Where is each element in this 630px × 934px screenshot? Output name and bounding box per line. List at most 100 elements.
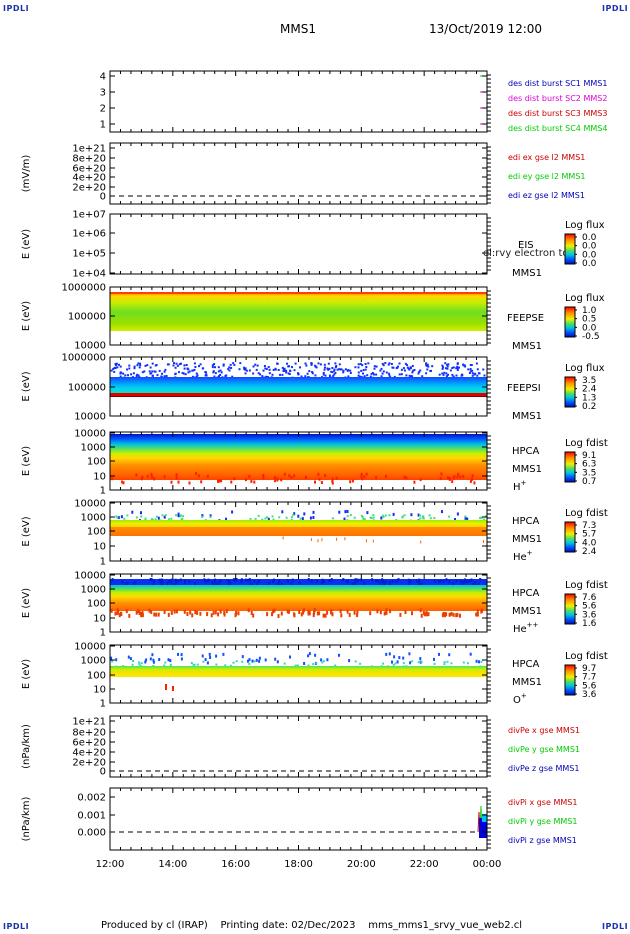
burst-legend-item: des dist burst SC3 MMS3 (508, 109, 607, 118)
colorbar-tick-label: 4.0 (582, 538, 597, 548)
colorbar-tick-label: 0.7 (582, 477, 596, 487)
burst-x-ticks (109, 71, 488, 132)
species-label: He+ (513, 549, 533, 563)
divpi-frame (109, 787, 488, 851)
y-tick-label: 0.000 (77, 828, 106, 839)
species-charge: + (521, 692, 527, 700)
y-tick-label: 4 (100, 72, 106, 83)
y-tick-label: 10 (93, 685, 106, 696)
x-tick-label: 14:00 (158, 859, 187, 870)
colorbar-tick-label: 1.0 (582, 306, 597, 316)
colorbar (564, 306, 576, 338)
footer-printing-date: Printing date: 02/Dec/2023 (220, 920, 356, 931)
y-tick-label: 8e+20 (72, 728, 106, 739)
colorbar-tick-label: 5.6 (582, 602, 597, 612)
colorbar-title: Log fdist (565, 580, 608, 591)
y-tick-label: 1000 (81, 513, 106, 524)
eis-x-ticks (109, 214, 488, 274)
divpi-legend-item: divPi y gse MMS1 (508, 817, 577, 826)
divpe-ylabel: (nPa/km) (21, 724, 32, 769)
y-tick-label: 0 (100, 192, 106, 203)
x-tick-label: 20:00 (347, 859, 376, 870)
x-tick-label: 22:00 (410, 859, 439, 870)
instrument-label: HPCA (512, 446, 540, 457)
y-tick-label: 2 (100, 104, 106, 115)
colorbar-tick-label: -0.5 (582, 332, 600, 342)
y-tick-label: 1000 (81, 443, 106, 454)
panel-hpca_he: 10000 1000 100 10 1 E (eV) HPCA MMS1 He+ Log fdis… (21, 499, 608, 568)
species-charge: + (521, 479, 527, 487)
colorbar-tick-label: 0.0 (582, 259, 597, 269)
y-tick-label: 0.002 (77, 793, 106, 804)
colorbar-tick-label: 0.2 (582, 402, 596, 412)
feepse-x-ticks (109, 287, 488, 345)
hpca-hepp-blue-speckles (111, 578, 482, 586)
edi-frame (109, 142, 488, 205)
colorbar-tick-label: 7.7 (582, 673, 596, 683)
colorbar-title: Log flux (565, 363, 605, 374)
datetime-title: 13/Oct/2019 12:00 (429, 22, 543, 36)
hpca-he-yellow-band (110, 520, 487, 527)
instrument-label: FEEPSI (507, 383, 541, 394)
y-tick-label: 1e+07 (72, 210, 106, 221)
colorbar-tick-label: 3.5 (582, 376, 596, 386)
spacecraft-label: MMS1 (512, 464, 542, 475)
y-tick-label: 100 (87, 527, 106, 538)
hpca_hepp-ylabel: E (eV) (21, 588, 32, 618)
spacecraft-label: MMS1 (512, 341, 542, 352)
y-tick-label: 100000 (68, 383, 106, 394)
panel-feepsi: 1000000 100000 10000 E (eV) FEEPSI MMS1 Log fl… (21, 353, 605, 423)
corner-label-bottom-left: IPDLI (3, 922, 30, 931)
edi-ylabel: (mV/m) (21, 155, 32, 193)
y-tick-label: 3 (100, 88, 106, 99)
burst-legend-item: des dist burst SC4 MMS4 (508, 124, 607, 133)
y-tick-label: 6e+20 (72, 738, 106, 749)
colorbar-tick-label: 9.7 (582, 664, 596, 674)
colorbar (564, 521, 576, 553)
y-tick-label: 10000 (74, 412, 106, 423)
panel-hpca_hepp: 10000 1000 100 10 1 E (eV) HPCA MMS1 He++ Log fdi… (21, 571, 608, 639)
panel-burst: 4 3 2 1 des dist burst SC1 MMS1 des dist burs… (100, 70, 607, 133)
y-tick-label: 10000 (74, 642, 106, 653)
feepse-speckles (113, 296, 486, 301)
colorbar-tick-label: 0.0 (582, 233, 597, 243)
y-tick-label: 4e+20 (72, 173, 106, 184)
colorbar-tick-label: 0.5 (582, 315, 596, 325)
y-tick-label: 10000 (74, 571, 106, 582)
y-tick-label: 10 (93, 472, 106, 483)
y-tick-label: 6e+20 (72, 164, 106, 175)
colorbar-title: Log fdist (565, 508, 608, 519)
colorbar (564, 451, 576, 483)
hpca-hepp-spectrum (110, 585, 487, 611)
colorbar (564, 664, 576, 696)
hpca-o-spectrum (110, 666, 487, 677)
spacecraft-title: MMS1 (280, 22, 316, 36)
hpca_hepp-x-ticks (109, 574, 488, 632)
divpi-x-ticks (109, 788, 488, 850)
eis-frame (109, 213, 488, 275)
y-tick-label: 10000 (74, 499, 106, 510)
instrument-label: HPCA (512, 516, 540, 527)
y-tick-label: 4e+20 (72, 748, 106, 759)
feepse-spectrum (110, 293, 487, 331)
x-tick-label: 16:00 (221, 859, 250, 870)
species-charge: + (527, 549, 533, 557)
footer-produced-by: Produced by cl (IRAP) (101, 920, 208, 931)
instrument-label: HPCA (512, 588, 540, 599)
colorbar-tick-label: 5.6 (582, 681, 597, 691)
y-tick-label: 2e+20 (72, 758, 106, 769)
hpca_o-x-ticks (109, 645, 488, 703)
edi-x-ticks (109, 143, 488, 204)
y-tick-label: 1 (100, 699, 106, 710)
corner-label-top-right: IPDLI (602, 4, 629, 13)
panel-hpca_o: 10000 1000 100 10 1 E (eV) HPCA MMS1 O+ Log fdist… (21, 642, 608, 710)
feepsi-x-ticks (109, 357, 488, 416)
edi-legend-item: edi ez gse l2 MMS1 (508, 191, 585, 200)
footer: Produced by cl (IRAP) Printing date: 02/… (101, 920, 522, 931)
y-tick-label: 1 (100, 486, 106, 497)
colorbar-title: Log fdist (565, 651, 608, 662)
eis-overlay-label: ei:rvy electron to (483, 248, 569, 259)
